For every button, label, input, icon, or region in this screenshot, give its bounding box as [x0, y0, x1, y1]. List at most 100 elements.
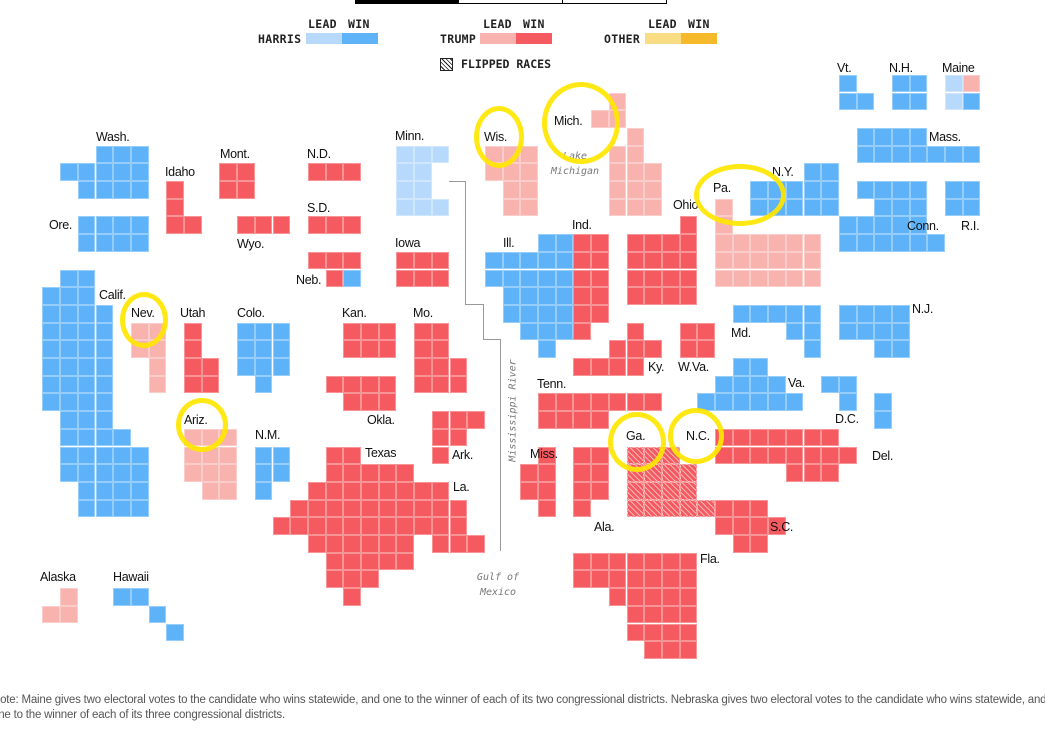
state-tile[interactable] — [60, 340, 78, 358]
state-tile[interactable] — [184, 340, 202, 358]
state-tile[interactable] — [803, 234, 822, 252]
state-tile[interactable] — [467, 411, 485, 429]
state-tile[interactable] — [396, 181, 415, 199]
state-tile[interactable] — [644, 269, 662, 288]
state-tile[interactable] — [856, 145, 875, 164]
state-tile[interactable] — [768, 269, 786, 288]
state-tile[interactable] — [77, 181, 96, 199]
state-tile[interactable] — [343, 552, 361, 571]
state-tile[interactable] — [77, 287, 96, 305]
state-tile[interactable] — [219, 481, 238, 500]
state-tile[interactable] — [962, 198, 981, 217]
state-tile[interactable] — [60, 588, 78, 606]
state-tile[interactable] — [414, 481, 432, 500]
state-tile[interactable] — [750, 269, 769, 288]
state-tile[interactable] — [343, 535, 361, 553]
state-tile[interactable] — [60, 411, 78, 429]
state-tile[interactable] — [60, 428, 78, 447]
state-tile[interactable] — [644, 623, 662, 642]
state-tile[interactable] — [361, 499, 379, 518]
state-tile[interactable] — [874, 181, 892, 199]
state-tile[interactable] — [254, 322, 273, 341]
state-tile[interactable] — [821, 163, 839, 181]
state-tile[interactable] — [591, 269, 609, 288]
state-tile[interactable] — [77, 411, 96, 429]
state-tile[interactable] — [803, 340, 822, 358]
state-tile[interactable] — [803, 198, 822, 217]
state-tile[interactable] — [60, 358, 78, 376]
state-tile[interactable] — [573, 234, 592, 252]
state-tile[interactable] — [325, 570, 344, 589]
state-tile[interactable] — [626, 393, 645, 412]
state-tile[interactable] — [60, 375, 78, 394]
state-tile[interactable] — [945, 198, 963, 217]
state-tile[interactable] — [644, 234, 662, 252]
state-tile[interactable] — [821, 464, 839, 482]
state-tile[interactable] — [874, 234, 892, 252]
state-tile[interactable] — [113, 499, 131, 518]
state-tile[interactable] — [732, 393, 751, 412]
state-tile[interactable] — [130, 588, 149, 606]
state-tile[interactable] — [343, 499, 361, 518]
state-tile[interactable] — [414, 340, 432, 358]
state-tile[interactable] — [591, 304, 609, 323]
state-tile[interactable] — [520, 145, 538, 164]
state-tile[interactable] — [396, 517, 415, 535]
state-tile[interactable] — [484, 269, 503, 288]
state-tile[interactable] — [520, 251, 538, 270]
state-tile[interactable] — [732, 517, 751, 535]
state-tile[interactable] — [60, 464, 78, 482]
state-tile[interactable] — [130, 216, 149, 235]
state-tile[interactable] — [77, 234, 96, 252]
state-tile[interactable] — [307, 251, 326, 270]
state-tile[interactable] — [892, 216, 910, 235]
state-tile[interactable] — [166, 623, 184, 642]
state-tile[interactable] — [945, 181, 963, 199]
state-tile[interactable] — [520, 181, 538, 199]
state-tile[interactable] — [909, 145, 928, 164]
state-tile[interactable] — [555, 234, 574, 252]
state-tile[interactable] — [661, 287, 680, 305]
state-tile[interactable] — [166, 198, 184, 217]
state-tile[interactable] — [732, 234, 751, 252]
state-tile[interactable] — [768, 304, 786, 323]
state-tile[interactable] — [272, 517, 291, 535]
state-tile[interactable] — [77, 428, 96, 447]
state-tile[interactable] — [113, 163, 131, 181]
state-tile[interactable] — [626, 570, 645, 589]
state-tile[interactable] — [396, 163, 415, 181]
state-tile[interactable] — [608, 198, 627, 217]
state-tile[interactable] — [697, 499, 715, 518]
state-tile[interactable] — [732, 251, 751, 270]
tab-2[interactable] — [459, 0, 563, 4]
state-tile[interactable] — [343, 322, 361, 341]
state-tile[interactable] — [874, 198, 892, 217]
state-tile[interactable] — [272, 358, 291, 376]
state-tile[interactable] — [431, 428, 450, 447]
state-tile[interactable] — [838, 446, 857, 465]
state-tile[interactable] — [768, 428, 786, 447]
state-tile[interactable] — [77, 358, 96, 376]
state-tile[interactable] — [42, 358, 61, 376]
state-tile[interactable] — [502, 287, 521, 305]
state-tile[interactable] — [626, 499, 645, 518]
state-tile[interactable] — [803, 163, 822, 181]
state-tile[interactable] — [608, 340, 627, 358]
state-tile[interactable] — [750, 358, 769, 376]
state-tile[interactable] — [909, 234, 928, 252]
state-tile[interactable] — [909, 74, 928, 93]
state-tile[interactable] — [679, 269, 698, 288]
state-tile[interactable] — [591, 446, 609, 465]
state-tile[interactable] — [608, 181, 627, 199]
state-tile[interactable] — [414, 322, 432, 341]
state-tile[interactable] — [591, 411, 609, 429]
state-tile[interactable] — [325, 552, 344, 571]
state-tile[interactable] — [272, 446, 291, 465]
state-tile[interactable] — [378, 517, 397, 535]
state-tile[interactable] — [77, 163, 96, 181]
state-tile[interactable] — [892, 234, 910, 252]
state-tile[interactable] — [821, 446, 839, 465]
state-tile[interactable] — [803, 181, 822, 199]
state-tile[interactable] — [715, 234, 733, 252]
state-tile[interactable] — [343, 588, 361, 606]
